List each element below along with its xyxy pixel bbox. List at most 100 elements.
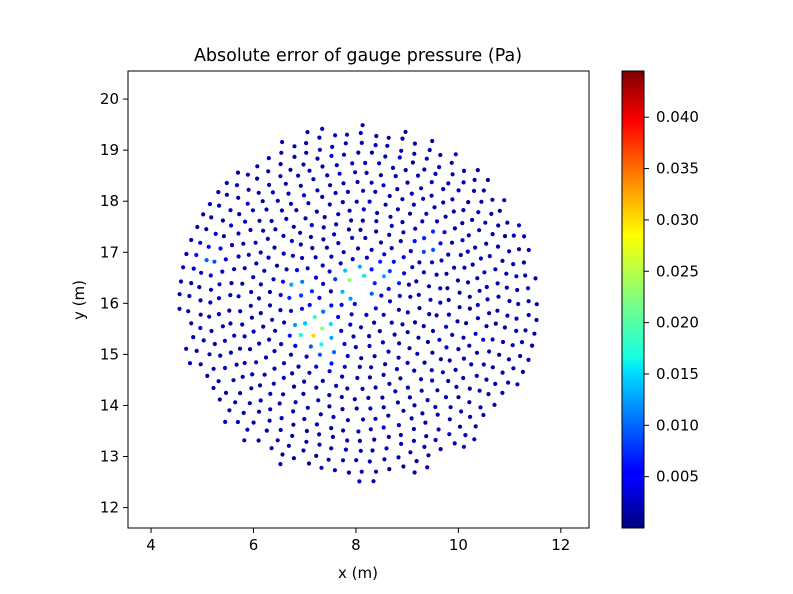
scatter-point [432, 205, 437, 210]
scatter-point [399, 148, 404, 153]
x-axis: 4 6 8 10 12 [146, 528, 570, 554]
scatter-point [350, 161, 355, 166]
scatter-point [481, 337, 486, 342]
scatter-point [407, 395, 412, 400]
scatter-point [271, 381, 276, 386]
scatter-point [533, 276, 538, 281]
scatter-point [396, 307, 401, 312]
scatter-point [227, 408, 232, 413]
scatter-point [402, 271, 407, 276]
scatter-point [309, 289, 315, 294]
scatter-point [355, 179, 360, 185]
scatter-point [321, 281, 326, 286]
scatter-point [435, 388, 440, 393]
scatter-point [369, 247, 374, 252]
scatter-point [286, 443, 291, 448]
scatter-point [465, 280, 471, 285]
scatter-point [207, 352, 212, 357]
scatter-point [309, 223, 314, 228]
scatter-point [408, 249, 413, 254]
scatter-point [520, 369, 526, 374]
scatter-point [189, 237, 194, 243]
scatter-point [346, 227, 351, 232]
scatter-point [523, 328, 528, 333]
scatter-point [429, 260, 435, 265]
scatter-point [304, 428, 309, 434]
colorbar-tick-label: 0.040 [656, 108, 699, 126]
scatter-point [319, 342, 324, 347]
scatter-point [502, 198, 507, 203]
scatter-point [372, 320, 377, 325]
scatter-point [461, 208, 466, 213]
scatter-point [344, 132, 350, 137]
scatter-point [198, 325, 203, 331]
scatter-point [216, 312, 221, 317]
x-axis-label: x (m) [338, 564, 378, 582]
scatter-point [381, 372, 386, 377]
scatter-point [476, 210, 481, 215]
scatter-point [199, 270, 204, 275]
scatter-point [482, 270, 487, 275]
scatter-point [423, 420, 428, 425]
scatter-point [444, 324, 449, 329]
scatter-point [414, 459, 419, 464]
scatter-point [422, 167, 427, 172]
scatter-point [447, 417, 452, 422]
scatter-point [242, 438, 247, 443]
scatter-point [357, 479, 362, 484]
scatter-point [465, 249, 470, 254]
scatter-point [485, 177, 490, 183]
scatter-point [412, 368, 417, 373]
scatter-point [320, 263, 325, 268]
scatter-point [426, 284, 432, 289]
scatter-point [247, 347, 253, 352]
scatter-point [367, 459, 372, 464]
scatter-point [272, 349, 277, 354]
scatter-point [249, 315, 254, 320]
scatter-point [324, 245, 329, 250]
scatter-point [242, 266, 247, 271]
scatter-point [366, 395, 371, 400]
scatter-point [507, 249, 512, 254]
scatter-point [412, 239, 417, 244]
scatter-point [359, 356, 364, 361]
scatter-point [461, 356, 466, 361]
scatter-point [299, 293, 304, 298]
scatter-point [290, 253, 295, 258]
scatter-point [305, 130, 310, 135]
scatter-point [288, 167, 293, 172]
scatter-point [272, 245, 277, 250]
scatter-point [336, 314, 341, 320]
scatter-point [227, 308, 232, 313]
colorbar-tick-label: 0.025 [656, 262, 699, 280]
scatter-point [478, 405, 483, 410]
scatter-point [342, 364, 347, 369]
scatter-point [475, 276, 480, 281]
scatter-point [349, 218, 354, 223]
y-tick-label: 16 [100, 294, 119, 312]
scatter-point [198, 240, 203, 245]
scatter-point [354, 199, 359, 204]
scatter-point [422, 236, 427, 241]
scatter-point [336, 212, 341, 217]
y-tick-label: 13 [100, 448, 119, 466]
scatter-point [284, 267, 289, 272]
scatter-point [413, 226, 418, 231]
scatter-point [436, 427, 441, 432]
scatter-point [426, 453, 431, 458]
scatter-point [500, 370, 505, 375]
scatter-point [489, 211, 494, 216]
scatter-point [267, 337, 272, 342]
scatter-point [306, 461, 312, 466]
scatter-point [421, 249, 426, 254]
scatter-point [302, 379, 307, 384]
scatter-point [412, 403, 417, 408]
scatter-point [383, 154, 388, 159]
scatter-point [350, 235, 355, 240]
scatter-point [401, 255, 406, 260]
scatter-point [328, 289, 333, 294]
scatter-point [327, 404, 332, 409]
scatter-point [534, 302, 539, 307]
